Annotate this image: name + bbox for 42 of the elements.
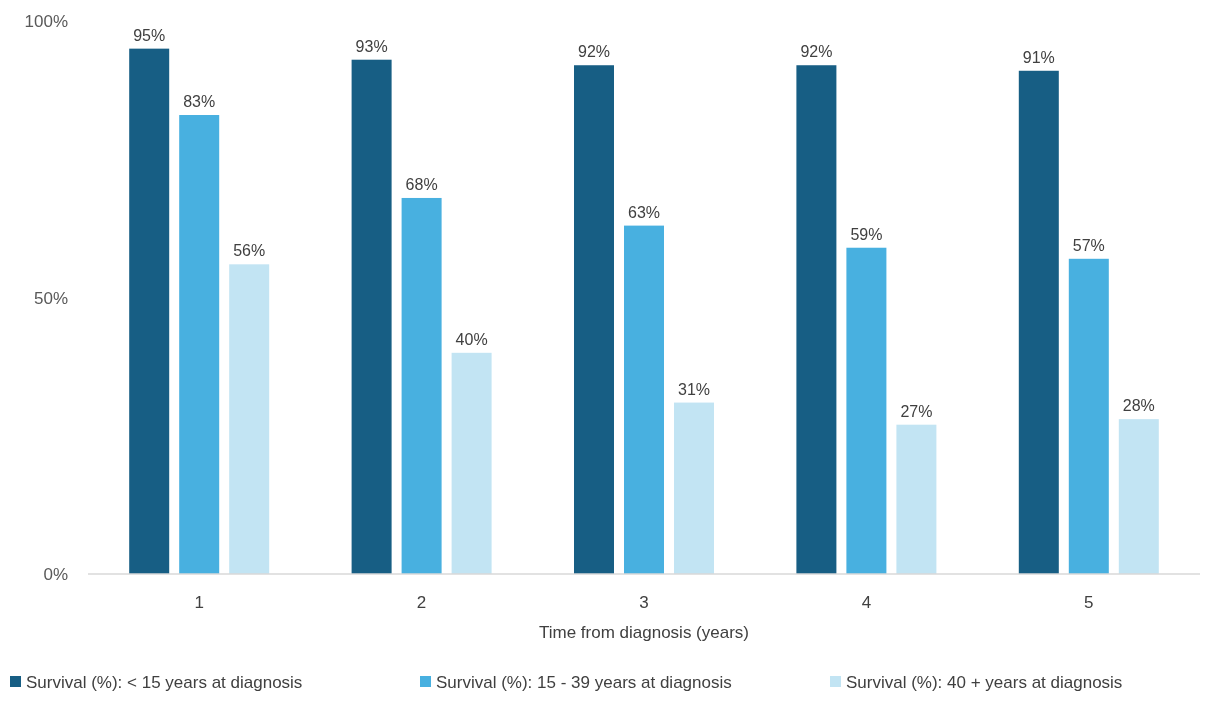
x-tick-label: 4 [861, 593, 872, 612]
data-label: 40% [455, 330, 488, 348]
legend-label: Survival (%): 15 - 39 years at diagnosis [436, 673, 732, 692]
data-label: 68% [405, 175, 438, 193]
bar [1068, 258, 1109, 574]
bar [896, 424, 937, 574]
x-tick-label: 2 [416, 593, 427, 612]
data-label: 56% [233, 242, 266, 260]
bar [351, 59, 392, 574]
x-tick-label: 1 [194, 593, 204, 612]
legend-label: Survival (%): < 15 years at diagnosis [26, 673, 303, 692]
y-tick-label: 50% [33, 288, 68, 308]
x-axis-title: Time from diagnosis (years) [538, 623, 750, 642]
y-tick-label: 0% [43, 565, 68, 584]
data-label: 57% [1072, 236, 1105, 254]
x-tick-label: 5 [1084, 593, 1094, 612]
legend-label: Survival (%): 40 + years at diagnosis [846, 673, 1123, 692]
bar [1018, 70, 1059, 574]
bar [451, 352, 492, 574]
bar [401, 197, 442, 574]
data-label: 27% [900, 402, 933, 420]
bar [229, 264, 270, 574]
data-label: 93% [355, 37, 388, 55]
bar [674, 402, 714, 574]
bar [574, 65, 614, 574]
bar [179, 115, 220, 574]
data-label: 31% [677, 380, 711, 398]
data-label: 59% [850, 225, 883, 243]
data-label: 92% [577, 43, 611, 61]
data-label: 28% [1122, 397, 1155, 415]
data-label: 83% [183, 93, 216, 111]
data-label: 92% [800, 43, 833, 61]
x-tick-label: 3 [639, 593, 649, 612]
y-tick-label: 100% [24, 12, 68, 31]
data-label: 95% [133, 26, 166, 44]
data-label: 91% [1022, 48, 1055, 66]
bar [624, 225, 664, 574]
bar [1118, 419, 1159, 574]
bar [129, 48, 170, 574]
bar [846, 247, 887, 574]
bar [796, 65, 837, 574]
data-label: 63% [627, 203, 661, 221]
